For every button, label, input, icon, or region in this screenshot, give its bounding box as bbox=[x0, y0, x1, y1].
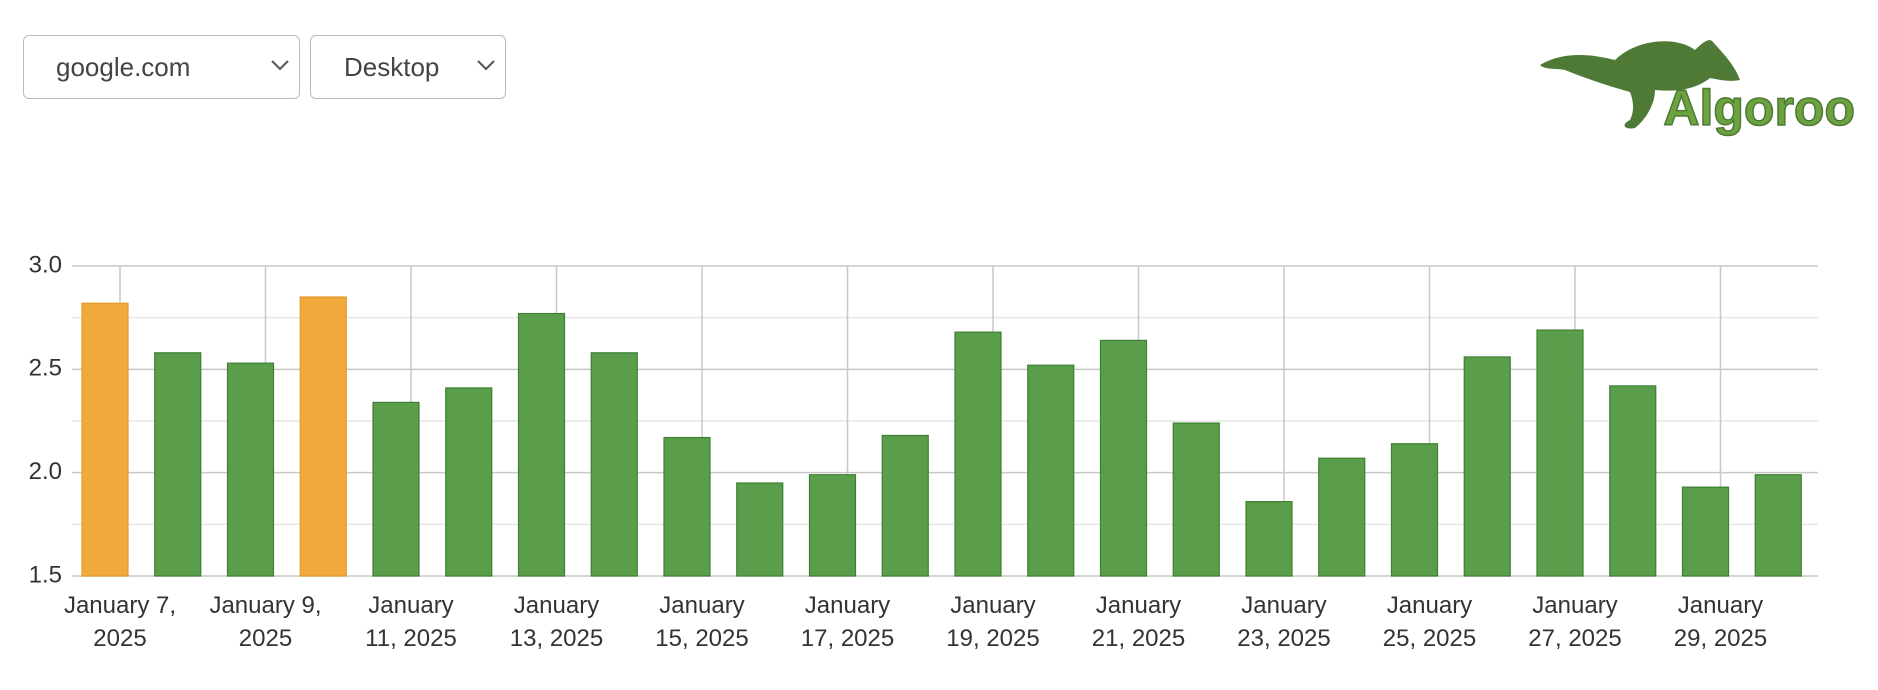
bar bbox=[299, 296, 347, 577]
chevron bbox=[477, 60, 495, 71]
bar bbox=[1609, 385, 1657, 577]
kangaroo bbox=[1540, 40, 1740, 129]
x-tick-label: January 17, 2025 bbox=[800, 592, 895, 652]
bar bbox=[372, 401, 420, 577]
bar bbox=[808, 474, 857, 577]
bar bbox=[445, 387, 493, 577]
bar bbox=[881, 434, 929, 577]
x-tick-label: January 19, 2025 bbox=[946, 592, 1040, 652]
x-tick-label: January 15, 2025 bbox=[655, 592, 749, 652]
bar bbox=[81, 302, 129, 577]
bar bbox=[590, 352, 638, 577]
bar bbox=[517, 312, 566, 577]
bar bbox=[1318, 457, 1366, 577]
bar bbox=[1245, 501, 1293, 577]
bar bbox=[1172, 422, 1220, 577]
bar bbox=[954, 331, 1002, 577]
bar bbox=[1390, 443, 1439, 577]
domain-value: google.com bbox=[56, 51, 191, 82]
y-tick-label: 1.5 bbox=[29, 561, 62, 588]
bar bbox=[226, 362, 275, 577]
x-tick-label: January 23, 2025 bbox=[1237, 592, 1331, 652]
device-value: Desktop bbox=[344, 51, 440, 82]
x-tick-label: January 7, 2025 bbox=[63, 592, 177, 652]
x-tick-label: January 29, 2025 bbox=[1673, 592, 1768, 652]
bar bbox=[663, 436, 711, 577]
logo: Algoroo bbox=[1540, 40, 1856, 137]
x-tick-label: January 25, 2025 bbox=[1382, 592, 1477, 652]
bar bbox=[1027, 364, 1075, 577]
bar bbox=[1463, 356, 1511, 577]
x-tick-label: January 11, 2025 bbox=[365, 592, 457, 652]
y-tick-label: 2.0 bbox=[29, 458, 62, 485]
x-tick-label: January 9, 2025 bbox=[209, 592, 322, 652]
x-tick-label: January 21, 2025 bbox=[1091, 592, 1186, 652]
logo-text: Algoroo bbox=[1663, 80, 1855, 136]
y-tick-label: 3.0 bbox=[29, 251, 62, 278]
bar bbox=[1099, 339, 1148, 577]
domain-select[interactable]: google.com bbox=[23, 35, 300, 99]
device-select[interactable]: Desktop bbox=[310, 35, 506, 99]
bar bbox=[154, 352, 202, 577]
bar bbox=[1754, 474, 1802, 577]
chevron bbox=[271, 60, 289, 71]
bar bbox=[1536, 329, 1584, 577]
y-tick-label: 2.5 bbox=[29, 355, 62, 382]
x-tick-label: January 13, 2025 bbox=[509, 592, 604, 652]
bar bbox=[1681, 486, 1730, 577]
bar bbox=[736, 482, 784, 577]
x-tick-label: January 27, 2025 bbox=[1528, 592, 1622, 652]
